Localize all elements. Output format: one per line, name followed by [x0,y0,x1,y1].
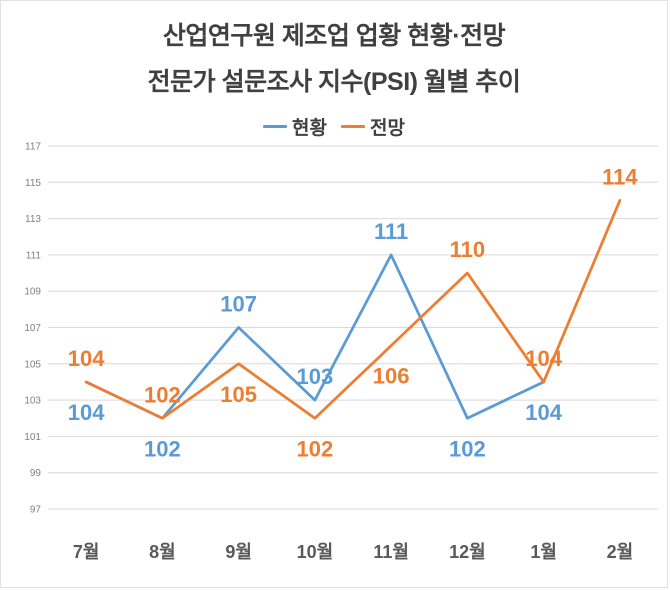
y-axis-tick-label: 107 [24,323,41,334]
x-axis-tick-label: 1월 [530,542,557,562]
y-axis-tick-label: 101 [24,432,41,443]
chart-title: 산업연구원 제조업 업황 현황·전망 전문가 설문조사 지수(PSI) 월별 추… [1,13,667,105]
data-label-전망: 102 [144,382,181,407]
chart-title-line2: 전문가 설문조사 지수(PSI) 월별 추이 [147,68,521,96]
y-axis-tick-label: 113 [25,214,41,225]
y-axis-tick-label: 103 [24,396,41,407]
series-line-전망 [84,199,622,420]
data-label-현황: 111 [374,219,408,244]
data-label-현황: 102 [449,436,486,461]
chart-legend: 현황 전망 [1,113,667,140]
data-label-현황: 103 [297,364,334,389]
data-label-현황: 104 [68,400,105,425]
chart-title-line1: 산업연구원 제조업 업황 현황·전망 [162,22,506,50]
data-label-전망: 102 [297,436,334,461]
x-axis-tick-label: 11월 [373,542,409,562]
x-axis-tick-label: 12월 [449,542,486,562]
data-label-전망: 104 [525,346,562,371]
y-axis-tick-label: 111 [26,250,42,261]
data-label-현황: 104 [525,400,562,425]
x-axis-tick-label: 10월 [297,542,334,562]
legend-item-hyunhwang: 현황 [263,113,327,140]
data-label-현황: 107 [220,292,257,317]
data-label-전망: 114 [602,164,638,189]
y-axis-tick-label: 97 [30,505,42,516]
y-axis-tick-label: 117 [25,142,41,153]
y-axis-tick-label: 99 [30,468,42,479]
data-label-전망: 110 [450,237,486,262]
data-label-전망: 106 [373,364,410,389]
data-label-전망: 104 [68,346,105,371]
legend-label: 현황 [292,118,327,139]
data-label-전망: 105 [220,382,257,407]
line-swatch-icon [341,125,365,128]
data-label-현황: 102 [144,436,181,461]
x-axis-tick-label: 8월 [149,542,176,562]
line-swatch-icon [263,125,288,128]
x-axis-tick-label: 7월 [73,542,100,562]
x-axis-tick-label: 9월 [225,542,252,562]
y-axis-tick-label: 115 [25,178,41,189]
y-axis-tick-label: 105 [24,359,41,370]
x-axis-tick-label: 2월 [607,542,634,562]
y-axis-tick-label: 109 [24,287,41,298]
legend-item-jeonmang: 전망 [341,113,405,140]
legend-label: 전망 [370,118,405,139]
